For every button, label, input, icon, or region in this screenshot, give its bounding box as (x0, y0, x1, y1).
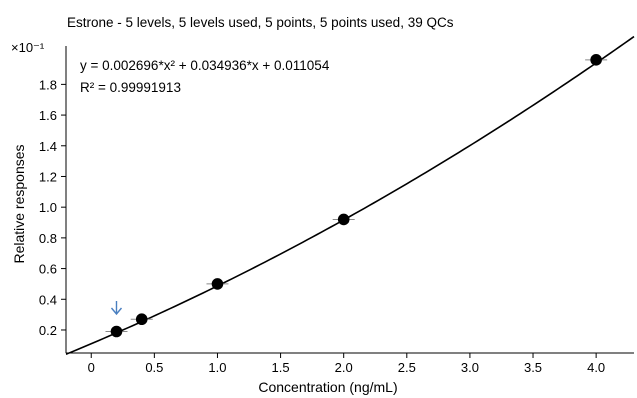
y-tick-label: 0.6 (39, 262, 57, 277)
y-tick-label: 1.2 (39, 169, 57, 184)
arrow-icon (110, 301, 123, 316)
data-point (211, 278, 224, 290)
y-tick-label: 1.0 (39, 200, 57, 215)
y-tick-label: 1.8 (39, 77, 57, 92)
y-tick-label: 1.4 (39, 139, 57, 154)
fit-equation: y = 0.002696*x² + 0.034936*x + 0.011054 (80, 58, 330, 73)
x-tick-label: 1.0 (208, 360, 226, 375)
x-tick-label: 3.0 (461, 360, 479, 375)
x-tick-label: 4.0 (587, 360, 605, 375)
axes (65, 46, 634, 354)
tick-labels: 0 0.5 1.0 1.5 2.0 2.5 3.0 3.5 4.0 0.2 0.4 0.6 0.8 1.0… (39, 77, 605, 375)
x-tick-label: 2.0 (335, 360, 353, 375)
y-axis-label: Relative responses (11, 144, 27, 263)
data-points (105, 54, 608, 338)
y-tick-label: 0.2 (39, 323, 57, 338)
x-tick-label: 3.5 (524, 360, 542, 375)
data-point (590, 54, 602, 66)
data-point (135, 313, 148, 326)
x-tick-label: 1.5 (272, 360, 290, 375)
y-tick-label: 0.4 (39, 292, 57, 307)
x-axis-label: Concentration (ng/mL) (258, 379, 397, 395)
y-tick-label: 0.8 (39, 231, 57, 246)
x-tick-label: 2.5 (398, 360, 416, 375)
data-point (110, 325, 123, 338)
fit-curve (65, 35, 635, 356)
y-tick-label: 1.6 (39, 108, 57, 123)
x-tick-label: 0.5 (145, 360, 163, 375)
data-point (337, 213, 350, 226)
y-multiplier: ×10⁻¹ (11, 40, 45, 55)
annotation-arrow (110, 301, 123, 316)
x-tick-label: 0 (88, 360, 95, 375)
r-squared: R² = 0.99991913 (80, 80, 181, 95)
chart-title: Estrone - 5 levels, 5 levels used, 5 poi… (67, 15, 454, 30)
